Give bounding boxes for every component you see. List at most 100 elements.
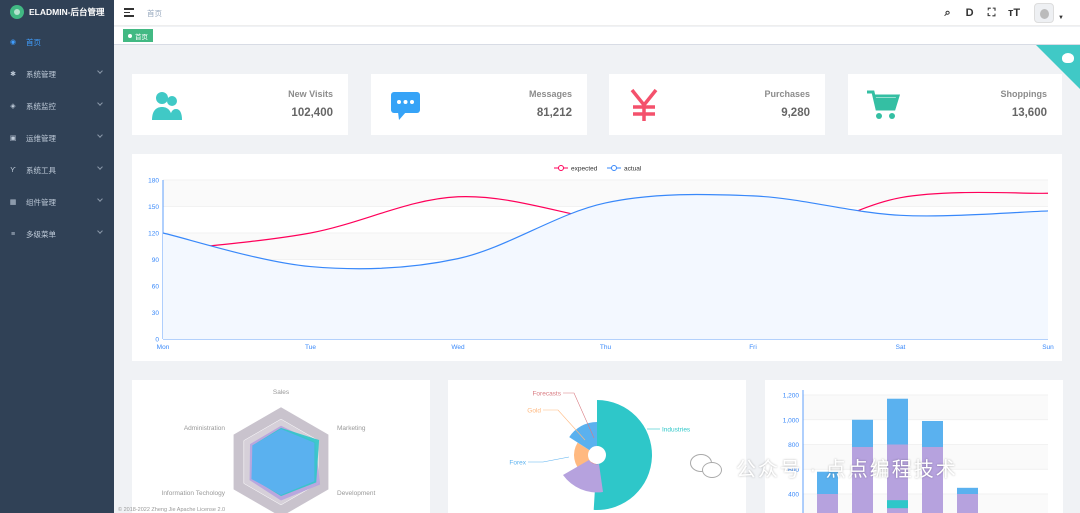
tools-icon: ϒ: [10, 166, 16, 174]
stat-label: Messages: [528, 89, 572, 99]
font-size-icon[interactable]: тT: [1008, 7, 1021, 19]
stat-label: Purchases: [764, 89, 810, 99]
leaf-logo-icon: [10, 5, 24, 19]
pie-label: Forex: [509, 460, 526, 467]
chevron-down-icon: [97, 132, 103, 138]
line-chart-card: 180 150 120 90 60 30 0 Mon Tue Wed Thu Fri Sat Sun exp…: [132, 154, 1062, 361]
search-icon[interactable]: ⌕: [944, 6, 951, 19]
chevron-down-icon: [97, 164, 103, 170]
avatar[interactable]: [1034, 3, 1055, 23]
sidebar-item-home[interactable]: ◉ 首页: [0, 26, 114, 58]
bar-chart: 1,200 1,000 800 600 400: [783, 390, 1048, 513]
stat-card-purchases[interactable]: Purchases 9,280: [609, 74, 825, 135]
pie-label: Industries: [662, 427, 691, 434]
pie-chart: Industries Forecasts Gold Forex: [509, 391, 691, 510]
x-tick-label: Thu: [600, 344, 612, 351]
caret-down-icon[interactable]: ▼: [1058, 15, 1064, 21]
y-tick-label: 1,200: [783, 393, 800, 400]
doc-icon[interactable]: D: [965, 7, 974, 19]
fullscreen-icon[interactable]: ⛶: [987, 6, 996, 19]
radar-indicator-label: Information Techology: [162, 490, 226, 497]
sidebar-item-label: 系统监控: [26, 101, 56, 111]
watermark: 公众号 · 点点编程技术: [690, 452, 958, 482]
y-tick-label: 400: [788, 492, 799, 499]
pie-label: Gold: [527, 408, 541, 415]
legend-marker-expected: [558, 165, 564, 171]
menu-icon: ≡: [10, 230, 16, 238]
x-tick-label: Wed: [451, 344, 465, 351]
radar-area-3: [251, 429, 315, 495]
breadcrumb[interactable]: 首页: [147, 9, 162, 18]
x-tick-label: Sat: [896, 344, 906, 351]
stat-card-visits[interactable]: New Visits 102,400: [132, 74, 348, 135]
message-icon: [391, 92, 420, 120]
people-icon: [152, 92, 182, 120]
sidebar-item-monitor[interactable]: ◈ 系统监控: [0, 90, 114, 122]
pie-slice-industries: [593, 400, 652, 510]
stat-value: 9,280: [781, 107, 810, 119]
y-tick-label: 0: [155, 337, 159, 344]
server-icon: ▣: [9, 135, 17, 142]
bar-pageB-fri: [957, 494, 978, 513]
radar-chart-card: Sales Marketing Development Information Tec…: [132, 380, 430, 513]
bar-pageB-wed: [887, 444, 908, 513]
sidebar: ELADMIN-后台管理 ◉ 首页 ✱ 系统管理 ◈ 系统监控 ▣ 运维管理 ϒ…: [0, 0, 114, 513]
x-tick-label: Tue: [305, 344, 316, 351]
stat-label: New Visits: [288, 89, 333, 99]
pie-label-line: [528, 456, 570, 463]
stat-card-messages[interactable]: Messages 81,212: [371, 74, 587, 135]
pie-label-line: [543, 409, 586, 441]
footer-copyright: © 2018-2022 Zheng Jie Apache License 2.0: [118, 507, 226, 513]
chevron-down-icon: [97, 228, 103, 234]
tags-view: 首页: [114, 27, 1080, 45]
radar-indicator-label: Marketing: [337, 425, 366, 432]
hamburger-icon[interactable]: [124, 8, 134, 17]
sidebar-item-multilevel[interactable]: ≡ 多级菜单: [0, 218, 114, 250]
grid-icon: ▦: [9, 199, 17, 206]
wechat-icon: [690, 452, 724, 482]
series-area-actual: [163, 194, 1048, 339]
sidebar-item-label: 多级菜单: [26, 229, 56, 239]
bar-segment-teal: [887, 500, 908, 509]
pie-slice-extra: [563, 460, 603, 493]
y-tick-label: 800: [788, 442, 799, 449]
cart-icon: [867, 90, 900, 119]
app-logo[interactable]: ELADMIN-后台管理: [0, 0, 114, 24]
chevron-down-icon: [97, 68, 103, 74]
pie-label-line: [563, 392, 595, 439]
chevron-down-icon: [97, 100, 103, 106]
navbar: 首页 ⌕ D ⛶ тT ▼: [114, 0, 1080, 26]
pie-chart-card: Industries Forecasts Gold Forex: [448, 380, 746, 513]
sidebar-item-label: 系统管理: [26, 69, 56, 79]
sidebar-item-components[interactable]: ▦ 组件管理: [0, 186, 114, 218]
bar-pageB-mon: [817, 494, 838, 513]
stat-card-shoppings[interactable]: Shoppings 13,600: [848, 74, 1062, 135]
legend-label: actual: [624, 166, 642, 173]
y-tick-label: 120: [148, 231, 159, 238]
stat-value: 81,212: [536, 107, 572, 119]
tag-home[interactable]: 首页: [123, 29, 153, 42]
y-tick-label: 30: [152, 310, 160, 317]
bar-pageB-thu: [922, 446, 943, 513]
grid-band: [163, 180, 1048, 207]
series-line-actual: [162, 193, 1049, 270]
grid-band: [803, 395, 1048, 420]
app-title: ELADMIN-后台管理: [29, 7, 105, 17]
monitor-icon: ◈: [10, 103, 16, 110]
radar-chart: Sales Marketing Development Information Tec…: [162, 389, 375, 513]
sidebar-item-tools[interactable]: ϒ 系统工具: [0, 154, 114, 186]
yen-icon: [630, 88, 658, 121]
gear-icon: ✱: [10, 71, 16, 78]
sidebar-item-system[interactable]: ✱ 系统管理: [0, 58, 114, 90]
y-tick-label: 600: [788, 467, 799, 474]
pie-label: Forecasts: [532, 391, 561, 398]
sidebar-item-ops[interactable]: ▣ 运维管理: [0, 122, 114, 154]
stat-value: 102,400: [291, 107, 333, 119]
sidebar-item-label: 组件管理: [26, 197, 56, 207]
sidebar-item-label: 首页: [26, 37, 41, 47]
y-tick-label: 180: [148, 178, 159, 185]
bar-pageB-tue: [852, 446, 873, 513]
sidebar-item-label: 运维管理: [26, 133, 56, 143]
sidebar-item-label: 系统工具: [26, 165, 56, 175]
